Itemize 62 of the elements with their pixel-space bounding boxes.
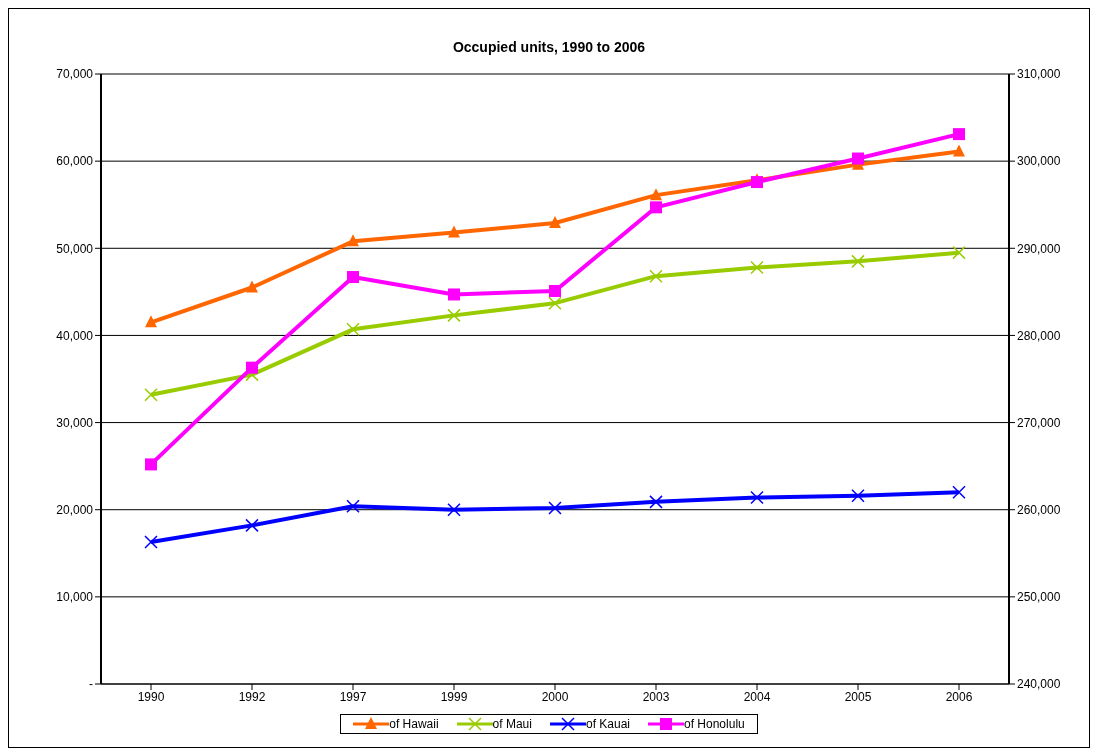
y-tick-label: -: [89, 677, 93, 692]
point: [145, 458, 157, 471]
point: [851, 254, 865, 269]
y2-tick-label: 250,000: [1017, 590, 1061, 605]
point: [346, 322, 360, 337]
point: [246, 361, 258, 374]
point: [750, 490, 764, 505]
point: [650, 188, 662, 201]
y-tick-label: 50,000: [56, 241, 94, 256]
point: [852, 152, 864, 165]
y2-tick-label: 280,000: [1017, 328, 1061, 343]
x-tick-label: 1990: [137, 689, 165, 704]
point: [246, 280, 258, 293]
point: [144, 387, 158, 402]
y2-tick-label: 240,000: [1017, 677, 1061, 692]
point: [144, 535, 158, 549]
point: [145, 315, 157, 328]
point: [750, 260, 764, 275]
x-tick-label: 2003: [642, 689, 670, 704]
point: [548, 296, 562, 310]
legend-label: of Kauai: [585, 717, 631, 731]
point: [548, 501, 562, 515]
x-tick-label: 2005: [844, 689, 872, 704]
x-tick-label: 2006: [945, 689, 973, 704]
point: [448, 225, 460, 238]
point: [549, 284, 561, 297]
y-tick-label: 20,000: [56, 502, 94, 517]
point: [649, 495, 663, 509]
y2-tick-label: 270,000: [1017, 415, 1061, 430]
x-tick-label: 2004: [743, 689, 771, 704]
point: [447, 308, 461, 323]
point: [953, 144, 965, 157]
y2-tick-label: 300,000: [1017, 154, 1061, 169]
x-tick-label: 1997: [339, 689, 367, 704]
point: [952, 485, 966, 500]
y-tick-label: 70,000: [56, 67, 94, 82]
point: [245, 518, 259, 533]
y-tick-label: 40,000: [56, 328, 94, 343]
point: [649, 269, 663, 283]
point: [347, 234, 359, 247]
point: [851, 489, 865, 503]
legend-label: of Honolulu: [684, 717, 745, 731]
point: [953, 128, 965, 141]
y2-tick-label: 310,000: [1017, 67, 1061, 82]
point: [650, 201, 662, 214]
x-tick-label: 2000: [541, 689, 569, 704]
point: [448, 288, 460, 301]
x-tick-label: 1992: [238, 689, 266, 704]
point: [952, 245, 966, 260]
y-tick-label: 60,000: [56, 154, 94, 169]
point: [549, 216, 561, 229]
y-tick-label: 10,000: [56, 590, 94, 605]
legend-label: of Maui: [492, 717, 532, 731]
y-tick-label: 30,000: [56, 415, 94, 430]
chart-title: Occupied units, 1990 to 2006: [451, 38, 647, 57]
point: [347, 271, 359, 284]
point: [447, 502, 461, 517]
point: [346, 499, 360, 513]
x-tick-label: 1999: [440, 689, 468, 704]
y2-tick-label: 290,000: [1017, 241, 1061, 256]
legend-label: of Hawaii: [389, 717, 439, 731]
y2-tick-label: 260,000: [1017, 502, 1061, 517]
